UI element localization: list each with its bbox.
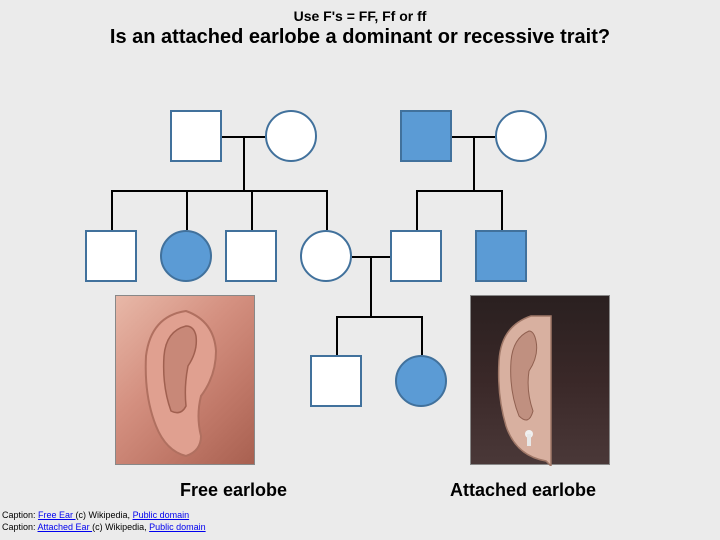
line (473, 136, 475, 190)
pedigree-male-affected (400, 110, 452, 162)
pedigree-male-affected (475, 230, 527, 282)
caption-link[interactable]: Attached Ear (38, 522, 93, 532)
pedigree-female-affected (160, 230, 212, 282)
line (243, 136, 245, 190)
ear-icon (471, 296, 611, 466)
attached-earlobe-label: Attached earlobe (450, 480, 596, 501)
caption-text: Caption: (2, 510, 38, 520)
line (251, 190, 253, 230)
line (186, 190, 188, 230)
pedigree-male (390, 230, 442, 282)
instruction-text: Use F's = FF, Ff or ff (0, 8, 720, 24)
line (326, 190, 328, 230)
line (336, 316, 421, 318)
caption-link[interactable]: Free Ear (38, 510, 76, 520)
line (416, 190, 501, 192)
pedigree-female (265, 110, 317, 162)
attached-ear-image (470, 295, 610, 465)
line (416, 190, 418, 230)
pedigree-female (300, 230, 352, 282)
line (370, 256, 372, 316)
line (336, 316, 338, 355)
pedigree-male (310, 355, 362, 407)
line (501, 190, 503, 230)
caption-text: Caption: (2, 522, 38, 532)
caption-text: (c) Wikipedia, (92, 522, 149, 532)
line (111, 190, 326, 192)
free-earlobe-label: Free earlobe (180, 480, 287, 501)
image-caption: Caption: Attached Ear (c) Wikipedia, Pub… (2, 522, 206, 532)
image-caption: Caption: Free Ear (c) Wikipedia, Public … (2, 510, 189, 520)
line (111, 190, 113, 230)
pedigree-male (170, 110, 222, 162)
free-ear-image (115, 295, 255, 465)
pedigree-female-affected (395, 355, 447, 407)
caption-link[interactable]: Public domain (149, 522, 206, 532)
question-title: Is an attached earlobe a dominant or rec… (0, 26, 720, 49)
pedigree-female (495, 110, 547, 162)
pedigree-male (225, 230, 277, 282)
pedigree-male (85, 230, 137, 282)
caption-link[interactable]: Public domain (133, 510, 190, 520)
line (421, 316, 423, 355)
ear-icon (116, 296, 256, 466)
caption-text: (c) Wikipedia, (76, 510, 133, 520)
